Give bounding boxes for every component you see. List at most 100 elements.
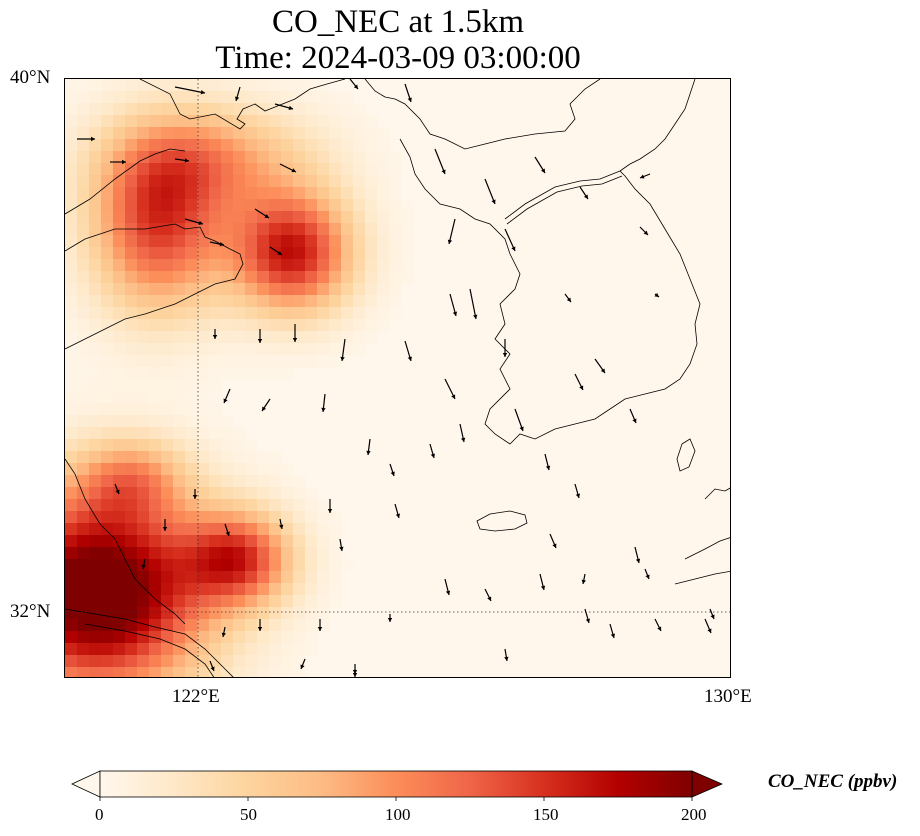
heat-cell <box>305 631 318 644</box>
heat-cell <box>401 271 414 284</box>
heat-cell <box>161 151 174 164</box>
heat-cell <box>65 271 78 284</box>
heat-cell <box>65 415 78 428</box>
heat-cell <box>185 379 198 392</box>
heat-cell <box>101 607 114 620</box>
heat-cell <box>161 307 174 320</box>
heat-cell <box>317 283 330 296</box>
heat-cell <box>113 379 126 392</box>
wind-arrow <box>639 226 649 236</box>
heat-cell <box>281 499 294 512</box>
heat-cell <box>209 403 222 416</box>
wind-arrow <box>704 618 712 634</box>
heat-cell <box>89 379 102 392</box>
wind-arrow <box>404 340 412 362</box>
heat-cell <box>77 391 90 404</box>
heat-cell <box>77 223 90 236</box>
heat-cell <box>341 151 354 164</box>
heat-cell <box>197 403 210 416</box>
heat-cell <box>101 667 114 677</box>
heat-cell <box>257 499 270 512</box>
heat-cell <box>101 103 114 116</box>
heat-cell <box>281 139 294 152</box>
heat-cell <box>281 643 294 656</box>
heat-cell <box>257 559 270 572</box>
heat-cell <box>245 151 258 164</box>
lon-label-122: 122°E <box>172 686 220 707</box>
heat-cell <box>185 355 198 368</box>
heat-cell <box>125 607 138 620</box>
heat-cell <box>149 343 162 356</box>
heat-cell <box>209 343 222 356</box>
heat-cell <box>89 175 102 188</box>
heat-cell <box>173 667 186 677</box>
heat-cell <box>149 295 162 308</box>
heat-cell <box>353 319 366 332</box>
heat-cell <box>245 595 258 608</box>
heat-cell <box>257 175 270 188</box>
heat-cell <box>65 211 78 224</box>
heat-cell <box>197 619 210 632</box>
heat-cell <box>65 583 78 596</box>
map-panel[interactable] <box>64 78 731 678</box>
heat-cell <box>185 559 198 572</box>
heat-cell <box>137 271 150 284</box>
heat-cell <box>293 511 306 524</box>
heat-cell <box>77 475 90 488</box>
heat-cell <box>149 379 162 392</box>
heat-cell <box>149 595 162 608</box>
heat-cell <box>353 151 366 164</box>
heat-cell <box>233 307 246 320</box>
heat-cell <box>317 139 330 152</box>
heat-cell <box>353 163 366 176</box>
heat-cell <box>233 91 246 104</box>
heat-cell <box>89 391 102 404</box>
heat-cell <box>89 139 102 152</box>
heat-cell <box>125 583 138 596</box>
heat-cell <box>101 427 114 440</box>
heat-cell <box>329 559 342 572</box>
lat-label-40: 40°N <box>10 67 51 88</box>
heat-cell <box>197 223 210 236</box>
colorbar-label: CO_NEC (ppbv) <box>768 771 898 792</box>
wind-arrow <box>484 178 496 205</box>
heat-cell <box>365 271 378 284</box>
colorbar-tick-100: 100 <box>385 805 411 824</box>
heat-cell <box>257 571 270 584</box>
heat-cell <box>269 523 282 536</box>
heat-cell <box>317 103 330 116</box>
heat-cell <box>281 571 294 584</box>
heat-cell <box>209 307 222 320</box>
heat-cell <box>293 319 306 332</box>
heat-cell <box>77 283 90 296</box>
heat-cell <box>173 439 186 452</box>
heat-cell <box>101 439 114 452</box>
wind-arrow <box>447 218 456 245</box>
heat-cell <box>125 283 138 296</box>
heat-cell <box>305 271 318 284</box>
heat-cell <box>113 391 126 404</box>
heat-cell <box>389 151 402 164</box>
heat-cell <box>365 199 378 212</box>
heat-cell <box>137 475 150 488</box>
heat-cell <box>101 187 114 200</box>
heat-cell <box>173 223 186 236</box>
heat-cell <box>185 631 198 644</box>
heat-cell <box>173 187 186 200</box>
heat-cell <box>173 295 186 308</box>
heat-cell <box>137 595 150 608</box>
heat-cell <box>161 427 174 440</box>
heat-cell <box>197 139 210 152</box>
heat-cell <box>257 463 270 476</box>
heat-cell <box>77 619 90 632</box>
heat-cell <box>161 439 174 452</box>
heat-cell <box>185 535 198 548</box>
heat-cell <box>245 487 258 500</box>
heat-cell <box>341 199 354 212</box>
heat-cell <box>293 619 306 632</box>
heat-cell <box>245 547 258 560</box>
heat-cell <box>209 535 222 548</box>
heat-cell <box>305 79 318 92</box>
heat-cell <box>77 607 90 620</box>
heat-cell <box>161 211 174 224</box>
